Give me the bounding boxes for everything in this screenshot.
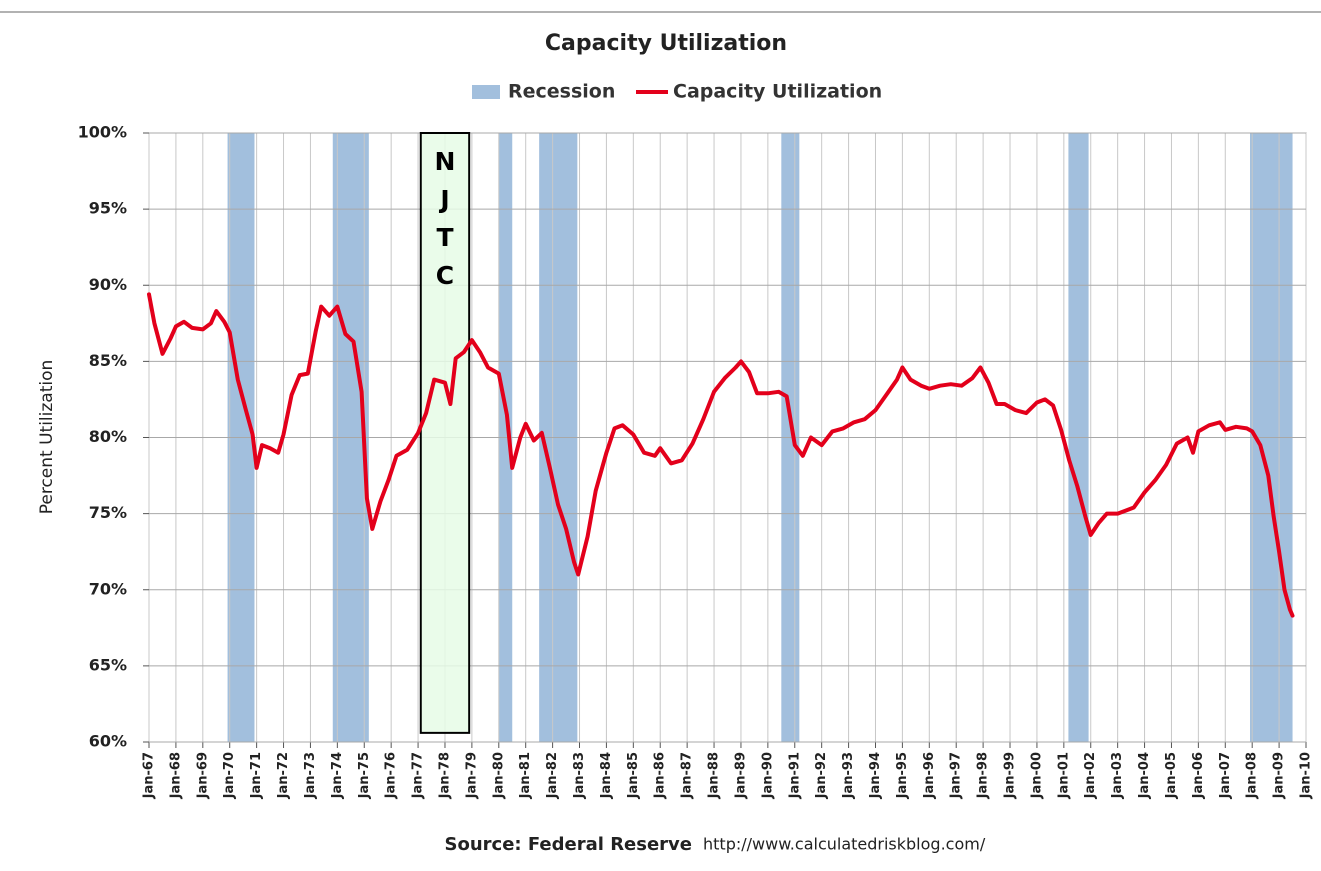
y-tick-label: 80% (89, 427, 127, 446)
y-tick-label: 65% (89, 655, 127, 674)
x-tick-label: Jan-01 (1056, 752, 1071, 799)
y-tick-label: 85% (89, 351, 127, 370)
url: http://www.calculatedriskblog.com/ (703, 835, 986, 854)
y-tick-label: 95% (89, 199, 127, 218)
x-tick-label: Jan-98 (976, 752, 991, 799)
annotation-letter: T (436, 223, 453, 252)
x-tick-label: Jan-73 (303, 752, 318, 799)
x-tick-label: Jan-88 (707, 752, 722, 799)
x-tick-label: Jan-70 (222, 752, 237, 799)
x-tick-label: Jan-68 (168, 752, 183, 799)
annotation-letter: N (435, 147, 456, 176)
x-tick-label: Jan-09 (1272, 752, 1287, 799)
x-tick-label: Jan-10 (1299, 752, 1314, 799)
x-tick-label: Jan-85 (626, 752, 641, 799)
chart-title: Capacity Utilization (545, 31, 787, 56)
x-tick-label: Jan-72 (276, 752, 291, 799)
y-axis-label: Percent Utilization (37, 360, 57, 515)
y-tick-label: 75% (89, 503, 127, 522)
x-tick-label: Jan-95 (895, 752, 910, 799)
x-tick-label: Jan-76 (384, 752, 399, 799)
y-tick-label: 70% (89, 579, 127, 598)
line-series (147, 292, 1295, 618)
y-tick-label: 90% (89, 275, 127, 294)
y-tick-label: 60% (89, 732, 127, 751)
source: Source: Federal Reserve (445, 834, 693, 855)
x-tick-label: Jan-05 (1164, 752, 1179, 799)
x-tick-label: Jan-69 (195, 752, 210, 799)
x-tick-label: Jan-84 (599, 752, 614, 799)
x-tick-label: Jan-80 (491, 752, 506, 799)
x-tick-label: Jan-87 (680, 752, 695, 799)
legend-swatch (472, 85, 500, 99)
legend-label: Capacity Utilization (673, 81, 882, 103)
x-tick-label: Jan-89 (733, 752, 748, 799)
x-tick-label: Jan-75 (357, 752, 372, 799)
x-tick-label: Jan-77 (411, 752, 426, 799)
x-tick-label: Jan-94 (868, 752, 883, 799)
x-tick-label: Jan-67 (142, 752, 157, 799)
x-tick-label: Jan-03 (1110, 752, 1125, 799)
annotation-letter: J (438, 185, 449, 214)
x-tick-label: Jan-90 (760, 752, 775, 799)
x-tick-label: Jan-04 (1137, 752, 1152, 799)
x-tick-label: Jan-00 (1029, 752, 1044, 799)
x-tick-label: Jan-96 (922, 752, 937, 799)
x-tick-label: Jan-06 (1191, 752, 1206, 799)
x-tick-label: Jan-74 (330, 752, 345, 799)
x-tick-label: Jan-79 (464, 752, 479, 799)
x-tick-label: Jan-91 (787, 752, 802, 799)
x-tick-label: Jan-93 (841, 752, 856, 799)
x-tick-label: Jan-08 (1245, 752, 1260, 799)
x-tick-label: Jan-83 (572, 752, 587, 799)
x-tick-label: Jan-02 (1083, 752, 1098, 799)
x-tick-label: Jan-78 (437, 752, 452, 799)
y-tick-label: 100% (78, 123, 127, 142)
x-tick-label: Jan-81 (518, 752, 533, 799)
legend-label: Recession (508, 81, 615, 103)
x-tick-label: Jan-86 (653, 752, 668, 799)
x-tick-label: Jan-92 (814, 752, 829, 799)
x-tick-label: Jan-99 (1003, 752, 1018, 799)
x-tick-label: Jan-07 (1218, 752, 1233, 799)
x-tick-label: Jan-97 (949, 752, 964, 799)
x-tick-label: Jan-82 (545, 752, 560, 799)
annotation-letter: C (436, 261, 454, 290)
x-tick-label: Jan-71 (249, 752, 264, 799)
annotation-box (419, 132, 471, 734)
